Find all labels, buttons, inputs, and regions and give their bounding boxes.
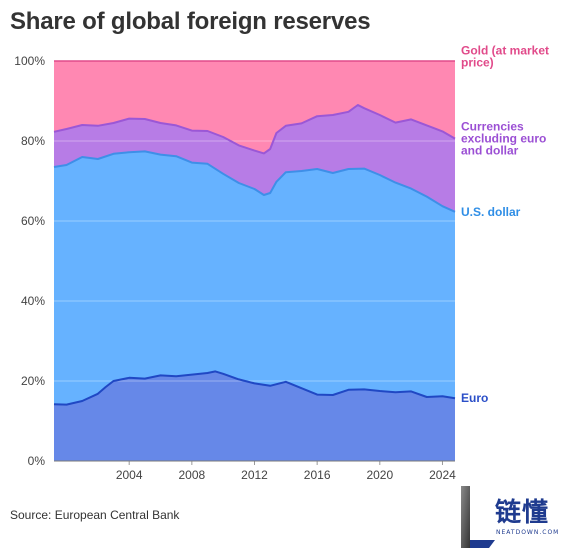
series-label-line: excluding euro (461, 132, 546, 146)
x-tick-label: 2012 (241, 468, 268, 482)
brand-logo-text: 链懂 (495, 498, 550, 528)
y-tick-label: 100% (14, 54, 45, 68)
series-line-usd (53, 150, 456, 213)
x-tick-label: 2024 (429, 468, 456, 482)
x-tick-label: 2004 (116, 468, 143, 482)
series-label-line: Gold (at market (461, 44, 549, 58)
series-label-line: and dollar (461, 144, 519, 158)
y-tick-label: 60% (21, 214, 45, 228)
area-gold (54, 61, 455, 154)
area-currencies (54, 105, 455, 212)
brand-logo-mark (461, 486, 495, 548)
y-tick-label: 40% (21, 294, 45, 308)
series-label-usd: U.S. dollar (461, 205, 521, 219)
y-tick-label: 20% (21, 374, 45, 388)
series-label-euro: Euro (461, 391, 488, 405)
x-tick-label: 2020 (366, 468, 393, 482)
series-line-currencies (53, 104, 456, 155)
area-euro (54, 371, 455, 461)
x-tick-label: 2008 (178, 468, 205, 482)
y-tick-label: 80% (21, 134, 45, 148)
series-label-line: Euro (461, 391, 488, 405)
series-label-line: price) (461, 56, 494, 70)
brand-logo: 链懂 NEATDOWN.COM (455, 482, 573, 549)
x-tick-label: 2016 (304, 468, 331, 482)
source-note: Source: European Central Bank (10, 508, 180, 522)
area-usd (54, 151, 455, 405)
series-label-line: U.S. dollar (461, 205, 521, 219)
chart-title: Share of global foreign reserves (10, 8, 371, 35)
brand-logo-subtext: NEATDOWN.COM (496, 529, 560, 536)
series-label-line: Currencies (461, 120, 524, 134)
series-label-currencies: Currencies excluding euro and dollar (461, 120, 546, 158)
series-line-euro (53, 370, 456, 406)
y-tick-label: 0% (28, 454, 46, 468)
series-label-gold: Gold (at market price) (461, 44, 549, 70)
area-chart: 0% 20% 40% 60% 80% 100% 2004 2008 2012 2016 2020 20… (14, 44, 549, 482)
